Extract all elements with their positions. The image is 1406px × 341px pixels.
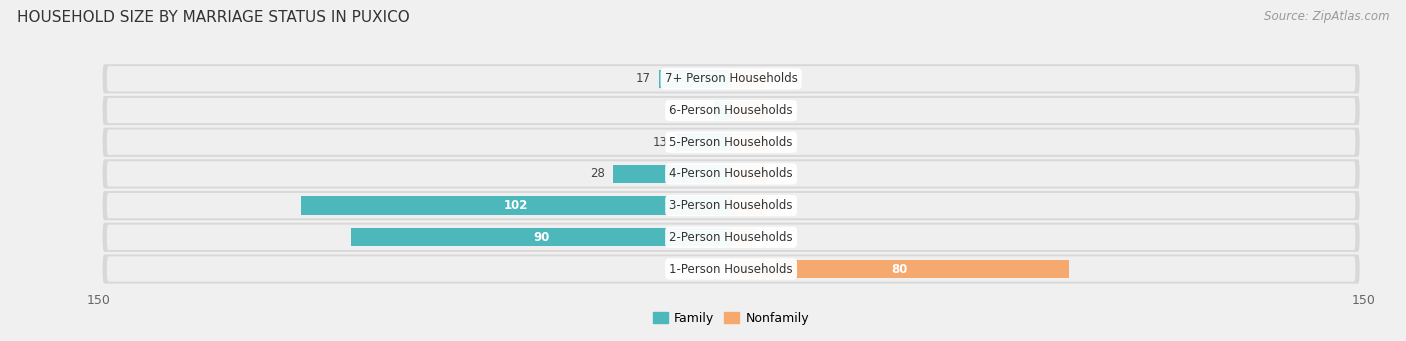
Bar: [676, 133, 731, 151]
FancyBboxPatch shape: [103, 191, 1360, 220]
Bar: [731, 70, 765, 88]
FancyBboxPatch shape: [103, 159, 1360, 189]
FancyBboxPatch shape: [103, 96, 1360, 125]
FancyBboxPatch shape: [103, 128, 1360, 157]
Text: 28: 28: [589, 167, 605, 180]
FancyBboxPatch shape: [107, 193, 1355, 218]
Text: 0: 0: [773, 136, 780, 149]
Text: 0: 0: [773, 167, 780, 180]
Text: 90: 90: [533, 231, 550, 244]
Text: 4-Person Households: 4-Person Households: [669, 167, 793, 180]
Bar: [714, 101, 731, 120]
Bar: [659, 70, 731, 88]
FancyBboxPatch shape: [103, 254, 1360, 284]
Text: 2-Person Households: 2-Person Households: [669, 231, 793, 244]
Text: 13: 13: [652, 136, 668, 149]
Bar: [731, 101, 765, 120]
Text: 7+ Person Households: 7+ Person Households: [665, 72, 797, 85]
Bar: [731, 133, 765, 151]
Bar: [731, 165, 765, 183]
Bar: [731, 260, 1069, 278]
Bar: [352, 228, 731, 247]
FancyBboxPatch shape: [103, 223, 1360, 252]
Text: 17: 17: [636, 72, 651, 85]
Bar: [613, 165, 731, 183]
FancyBboxPatch shape: [107, 161, 1355, 187]
Text: 0: 0: [773, 104, 780, 117]
Text: 6-Person Households: 6-Person Households: [669, 104, 793, 117]
FancyBboxPatch shape: [107, 256, 1355, 282]
Text: 5-Person Households: 5-Person Households: [669, 136, 793, 149]
FancyBboxPatch shape: [107, 130, 1355, 155]
Bar: [731, 228, 756, 247]
Text: 0: 0: [773, 72, 780, 85]
Text: 0: 0: [773, 199, 780, 212]
FancyBboxPatch shape: [103, 64, 1360, 93]
Legend: Family, Nonfamily: Family, Nonfamily: [648, 307, 814, 330]
Text: 6: 6: [765, 231, 772, 244]
Text: 102: 102: [503, 199, 529, 212]
FancyBboxPatch shape: [107, 225, 1355, 250]
Bar: [731, 196, 765, 215]
Text: HOUSEHOLD SIZE BY MARRIAGE STATUS IN PUXICO: HOUSEHOLD SIZE BY MARRIAGE STATUS IN PUX…: [17, 10, 409, 25]
Text: 80: 80: [891, 263, 908, 276]
Text: 4: 4: [699, 104, 706, 117]
Text: 1-Person Households: 1-Person Households: [669, 263, 793, 276]
Text: 3-Person Households: 3-Person Households: [669, 199, 793, 212]
Bar: [301, 196, 731, 215]
Text: Source: ZipAtlas.com: Source: ZipAtlas.com: [1264, 10, 1389, 23]
FancyBboxPatch shape: [107, 66, 1355, 91]
FancyBboxPatch shape: [107, 98, 1355, 123]
